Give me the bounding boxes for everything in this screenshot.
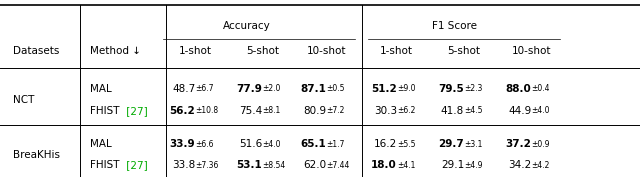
Text: 30.3: 30.3 [374,106,397,116]
Text: 41.8: 41.8 [441,106,464,116]
Text: FHIST: FHIST [90,161,119,170]
Text: ±9.0: ±9.0 [397,84,415,93]
Text: 29.7: 29.7 [438,139,464,149]
Text: ±4.5: ±4.5 [464,106,483,115]
Text: 33.8: 33.8 [172,161,195,170]
Text: ±6.2: ±6.2 [397,106,415,115]
Text: 51.6: 51.6 [239,139,262,149]
Text: ±0.5: ±0.5 [326,84,345,93]
Text: 75.4: 75.4 [239,106,262,116]
Text: 56.2: 56.2 [170,106,195,116]
Text: Datasets: Datasets [13,46,59,56]
Text: 62.0: 62.0 [303,161,326,170]
Text: ±5.5: ±5.5 [397,140,415,149]
Text: ±4.2: ±4.2 [531,161,550,170]
Text: 87.1: 87.1 [301,84,326,93]
Text: 16.2: 16.2 [374,139,397,149]
Text: 88.0: 88.0 [506,84,531,93]
Text: ±4.0: ±4.0 [262,140,281,149]
Text: Method ↓: Method ↓ [90,46,141,56]
Text: 18.0: 18.0 [371,161,397,170]
Text: ±2.3: ±2.3 [464,84,483,93]
Text: 1-shot: 1-shot [179,46,212,56]
Text: ±6.6: ±6.6 [195,140,214,149]
Text: ±4.1: ±4.1 [397,161,415,170]
Text: ±7.36: ±7.36 [195,161,219,170]
Text: BreaKHis: BreaKHis [13,150,60,160]
Text: 77.9: 77.9 [237,84,262,93]
Text: ±3.1: ±3.1 [464,140,483,149]
Text: ±0.9: ±0.9 [531,140,550,149]
Text: F1 Score: F1 Score [432,21,477,31]
Text: FHIST: FHIST [90,106,119,116]
Text: ±8.54: ±8.54 [262,161,285,170]
Text: 65.1: 65.1 [301,139,326,149]
Text: [27]: [27] [123,161,148,170]
Text: 33.9: 33.9 [170,139,195,149]
Text: ±2.0: ±2.0 [262,84,281,93]
Text: MAL: MAL [90,139,111,149]
Text: ±4.0: ±4.0 [531,106,550,115]
Text: 5-shot: 5-shot [246,46,279,56]
Text: ±10.8: ±10.8 [195,106,218,115]
Text: ±7.2: ±7.2 [326,106,345,115]
Text: 10-shot: 10-shot [307,46,346,56]
Text: NCT: NCT [13,95,34,105]
Text: MAL: MAL [90,84,111,93]
Text: 34.2: 34.2 [508,161,531,170]
Text: 1-shot: 1-shot [380,46,413,56]
Text: [27]: [27] [123,106,148,116]
Text: 79.5: 79.5 [438,84,464,93]
Text: ±1.7: ±1.7 [326,140,345,149]
Text: ±7.44: ±7.44 [326,161,350,170]
Text: ±0.4: ±0.4 [531,84,550,93]
Text: ±6.7: ±6.7 [195,84,214,93]
Text: 51.2: 51.2 [371,84,397,93]
Text: 48.7: 48.7 [172,84,195,93]
Text: 37.2: 37.2 [506,139,531,149]
Text: ±8.1: ±8.1 [262,106,281,115]
Text: 10-shot: 10-shot [511,46,551,56]
Text: 29.1: 29.1 [441,161,464,170]
Text: ±4.9: ±4.9 [464,161,483,170]
Text: Accuracy: Accuracy [223,21,270,31]
Text: 5-shot: 5-shot [447,46,481,56]
Text: 44.9: 44.9 [508,106,531,116]
Text: 53.1: 53.1 [237,161,262,170]
Text: 80.9: 80.9 [303,106,326,116]
